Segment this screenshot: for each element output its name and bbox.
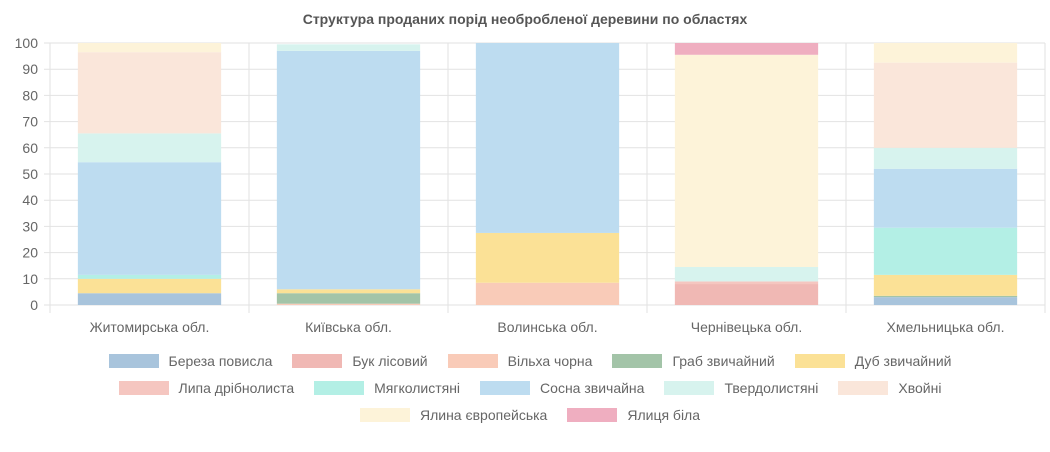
legend-swatch — [794, 354, 845, 368]
bar-segment[interactable] — [276, 44, 421, 51]
legend-label: Дуб звичайний — [854, 353, 952, 369]
legend-swatch — [612, 354, 663, 368]
x-tick-label: Хмельницька обл. — [887, 319, 1005, 335]
legend-item[interactable]: Бук лісовий — [292, 348, 428, 375]
bar-segment[interactable] — [475, 43, 620, 233]
x-tick-label: Київська обл. — [305, 319, 392, 335]
bar-segment[interactable] — [873, 43, 1018, 63]
bar-segment[interactable] — [674, 281, 819, 285]
bar-segment[interactable] — [873, 274, 1018, 296]
legend-swatch — [664, 381, 715, 395]
bar-segment[interactable] — [77, 274, 222, 279]
legend-label: Сосна звичайна — [540, 380, 645, 396]
y-tick-label: 30 — [22, 218, 38, 234]
legend-item[interactable]: Хвойні — [838, 375, 941, 402]
x-tick-label: Чернівецька обл. — [691, 319, 802, 335]
legend-swatch — [567, 408, 618, 422]
y-tick-label: 100 — [15, 35, 39, 51]
legend-label: Липа дрібнолиста — [178, 380, 295, 396]
legend-label: Бук лісовий — [352, 353, 428, 369]
legend-swatch — [118, 381, 169, 395]
y-tick-label: 0 — [30, 297, 38, 313]
y-tick-label: 60 — [22, 140, 38, 156]
legend-label: Твердолистяні — [724, 380, 819, 396]
y-tick-label: 40 — [22, 192, 38, 208]
legend-item[interactable]: Ялиця біла — [567, 402, 700, 429]
legend-swatch — [359, 408, 410, 422]
bar-segment[interactable] — [674, 267, 819, 282]
chart-title: Структура проданих порід необробленої де… — [302, 11, 748, 27]
bar-segment[interactable] — [77, 162, 222, 275]
legend-item[interactable]: Липа дрібнолиста — [118, 375, 295, 402]
bar-segment[interactable] — [276, 293, 421, 304]
legend-swatch — [447, 354, 498, 368]
bar-segment[interactable] — [276, 289, 421, 294]
y-tick-label: 90 — [22, 61, 38, 77]
y-tick-label: 50 — [22, 166, 38, 182]
bar-segment[interactable] — [873, 168, 1018, 228]
y-tick-label: 20 — [22, 245, 38, 261]
legend-item[interactable]: Дуб звичайний — [794, 348, 952, 375]
legend-swatch — [314, 381, 365, 395]
bar-segment[interactable] — [873, 295, 1018, 298]
y-tick-label: 10 — [22, 271, 38, 287]
bar-segment[interactable] — [674, 284, 819, 305]
legend-label: Хвойні — [898, 380, 942, 396]
y-tick-label: 80 — [22, 87, 38, 103]
bar-segment[interactable] — [77, 43, 222, 53]
bar-segment[interactable] — [77, 52, 222, 134]
legend-item[interactable]: Мягколистяні — [314, 375, 460, 402]
bar-segment[interactable] — [276, 303, 421, 305]
legend-label: Мягколистяні — [374, 380, 461, 396]
bar-segment[interactable] — [873, 62, 1018, 148]
bar-segment[interactable] — [276, 50, 421, 290]
legend-item[interactable]: Ялина європейська — [359, 402, 548, 429]
legend-label: Береза повисла — [168, 353, 273, 369]
y-tick-label: 70 — [22, 114, 38, 130]
plot-area: 0 10 20 30 40 50 60 70 80 90 100 Житомирська обл. Ки… — [15, 35, 1046, 335]
legend-item[interactable]: Береза повисла — [108, 348, 273, 375]
legend-swatch — [838, 381, 889, 395]
bar-segment[interactable] — [873, 297, 1018, 305]
legend-swatch — [480, 381, 531, 395]
legend-swatch — [292, 354, 343, 368]
bar-segment[interactable] — [475, 282, 620, 305]
legend: Береза повисла Бук лісовий Вільха чорна Гра… — [60, 348, 1000, 429]
legend-item[interactable]: Твердолистяні — [664, 375, 818, 402]
bar-segment[interactable] — [77, 278, 222, 294]
legend-item[interactable]: Сосна звичайна — [480, 375, 644, 402]
legend-label: Ялина європейська — [419, 407, 548, 423]
legend-label: Вільха чорна — [507, 353, 593, 369]
bar-segment[interactable] — [674, 43, 819, 55]
bar-segment[interactable] — [873, 147, 1018, 169]
bar-segment[interactable] — [77, 133, 222, 163]
legend-swatch — [108, 354, 159, 368]
legend-item[interactable]: Вільха чорна — [447, 348, 593, 375]
legend-label: Граб звичайний — [672, 353, 775, 369]
bar-segment[interactable] — [674, 54, 819, 268]
bar-segment[interactable] — [475, 232, 620, 283]
x-tick-label: Житомирська обл. — [90, 319, 210, 335]
bar-segment[interactable] — [77, 293, 222, 305]
x-tick-label: Волинська обл. — [497, 319, 597, 335]
bar-segment[interactable] — [873, 227, 1018, 275]
legend-item[interactable]: Граб звичайний — [612, 348, 775, 375]
legend-label: Ялиця біла — [627, 407, 701, 423]
